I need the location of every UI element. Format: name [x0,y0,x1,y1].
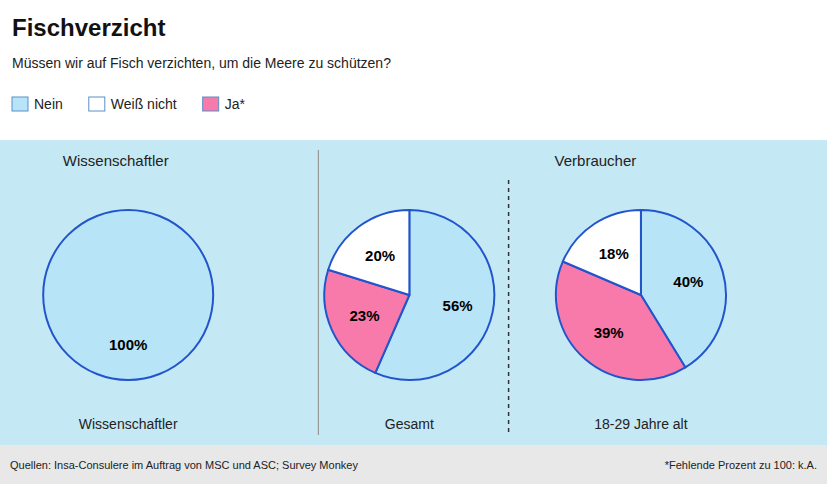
legend-swatch [203,97,219,111]
pie [556,210,726,380]
title: Fischverzicht [12,14,165,41]
data-label: 23% [350,307,380,324]
legend-swatch [12,97,28,111]
pie [324,210,494,380]
pie-title: Gesamt [385,416,434,432]
footer-note: Quellen: Insa-Consulere im Auftrag von M… [10,459,358,471]
subtitle: Müssen wir auf Fisch verzichten, um die … [12,55,391,71]
legend: Nein Weiß nicht Ja* [12,96,245,112]
data-label: 56% [443,297,473,314]
divider [318,150,319,435]
pie [43,210,213,380]
section-label: Wissenschaftler [63,152,169,169]
chart-root: Fischverzicht Müssen wir auf Fisch verzic… [0,0,827,484]
footer-note: *Fehlende Prozent zu 100: k.A. [665,459,817,471]
pie-title: Wissenschaftler [79,416,178,432]
footer-bg [0,445,827,484]
data-label: 39% [594,324,624,341]
section-label: Verbraucher [555,152,637,169]
chart-bg [0,140,827,445]
header-bg [0,0,827,140]
divider [508,180,510,435]
legend-label: Ja* [225,96,246,112]
data-label: 100% [109,336,147,353]
pie-slice [328,210,409,295]
pie-slice [43,210,213,380]
legend-swatch [89,97,105,111]
legend-label: Nein [34,96,63,112]
data-label: 20% [365,247,395,264]
data-label: 40% [673,273,703,290]
pie-title: 18-29 Jahre alt [594,416,688,432]
pie-slice [563,210,641,295]
data-label: 18% [599,245,629,262]
legend-label: Weiß nicht [111,96,177,112]
